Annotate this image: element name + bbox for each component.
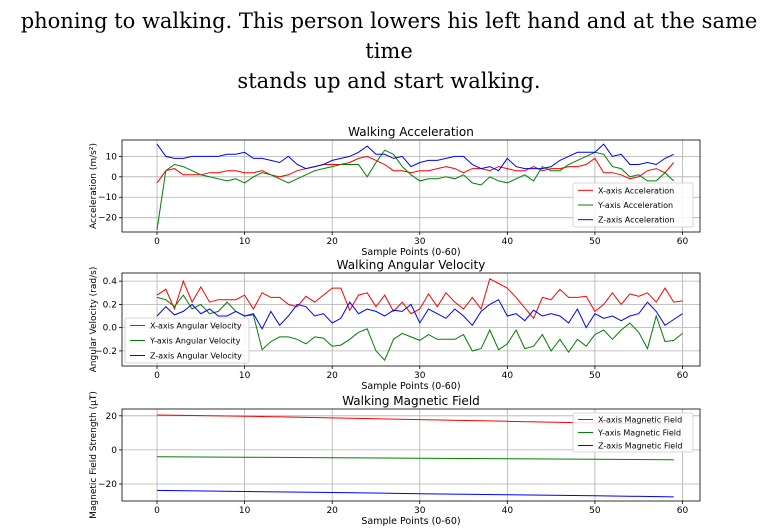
y-tick-label: 0 — [111, 173, 117, 183]
x-tick-label: 20 — [326, 371, 338, 381]
y-tick-label: 20 — [106, 412, 118, 422]
y-tick-label: −20 — [98, 480, 117, 490]
legend-box — [572, 182, 694, 228]
x-tick-label: 30 — [414, 237, 426, 247]
x-tick-label: 30 — [414, 371, 426, 381]
series-line — [156, 143, 674, 172]
y-tick-label: −10 — [98, 193, 117, 203]
legend-label: X-axis Angular Velocity — [150, 322, 242, 331]
x-tick-label: 10 — [239, 506, 251, 516]
y-tick-label: −0.2 — [95, 347, 117, 357]
series-line — [156, 149, 675, 231]
figure-caption: phoning to walking. This person lowers h… — [0, 6, 778, 96]
x-tick-label: 0 — [154, 237, 160, 247]
legend-label: Z-axis Magnetic Field — [598, 442, 682, 451]
x-tick-label: 60 — [677, 371, 689, 381]
y-tick-label: 0.2 — [103, 300, 117, 310]
series-line — [156, 456, 674, 461]
y-axis-label: Angular Velocity (rad/s) — [89, 267, 99, 373]
series-line — [156, 155, 675, 184]
x-tick-label: 60 — [677, 506, 689, 516]
y-tick-label: 0.0 — [103, 324, 118, 334]
x-tick-label: 60 — [677, 237, 689, 247]
caption-line-1: phoning to walking. This person lowers h… — [20, 9, 758, 63]
chart-title: Walking Acceleration — [348, 125, 474, 139]
legend-label: Z-axis Acceleration — [598, 216, 675, 225]
x-tick-label: 30 — [414, 506, 426, 516]
y-axis-label: Magnetic Field Strength (µT) — [89, 391, 99, 519]
x-axis-label: Sample Points (0-60) — [361, 381, 460, 392]
x-tick-label: 40 — [502, 506, 514, 516]
x-tick-label: 10 — [239, 371, 251, 381]
x-tick-label: 20 — [326, 237, 338, 247]
x-tick-label: 40 — [502, 371, 514, 381]
caption-line-2: stands up and start walking. — [237, 69, 541, 93]
y-tick-label: 0 — [111, 446, 117, 456]
legend-box — [572, 412, 694, 453]
x-tick-label: 0 — [154, 506, 160, 516]
y-tick-label: 0.4 — [103, 277, 118, 287]
legend-label: Y-axis Angular Velocity — [149, 337, 241, 346]
plot-frame — [121, 272, 701, 367]
y-axis-label: Acceleration (m/s²) — [89, 143, 99, 229]
x-axis-label: Sample Points (0-60) — [361, 516, 460, 527]
legend-label: Z-axis Angular Velocity — [150, 352, 242, 361]
y-tick-label: −20 — [98, 214, 117, 224]
x-tick-label: 20 — [326, 506, 338, 516]
plot-frame — [121, 408, 701, 502]
x-axis-label: Sample Points (0-60) — [361, 247, 460, 258]
x-tick-label: 50 — [589, 237, 601, 247]
x-tick-label: 0 — [154, 371, 160, 381]
legend-box — [124, 317, 250, 364]
x-tick-label: 50 — [589, 371, 601, 381]
legend-label: X-axis Magnetic Field — [598, 416, 682, 425]
series-line — [156, 489, 674, 498]
series-line — [156, 278, 683, 320]
chart-title: Walking Magnetic Field — [342, 394, 480, 408]
x-tick-label: 50 — [589, 506, 601, 516]
legend-label: X-axis Acceleration — [598, 186, 674, 195]
y-tick-label: 10 — [106, 152, 118, 162]
series-line — [156, 299, 683, 330]
legend-label: Y-axis Magnetic Field — [597, 429, 681, 438]
plot-frame — [121, 139, 701, 233]
x-tick-label: 40 — [502, 237, 514, 247]
x-tick-label: 10 — [239, 237, 251, 247]
legend-label: Y-axis Acceleration — [597, 201, 673, 210]
chart-title: Walking Angular Velocity — [337, 258, 486, 272]
